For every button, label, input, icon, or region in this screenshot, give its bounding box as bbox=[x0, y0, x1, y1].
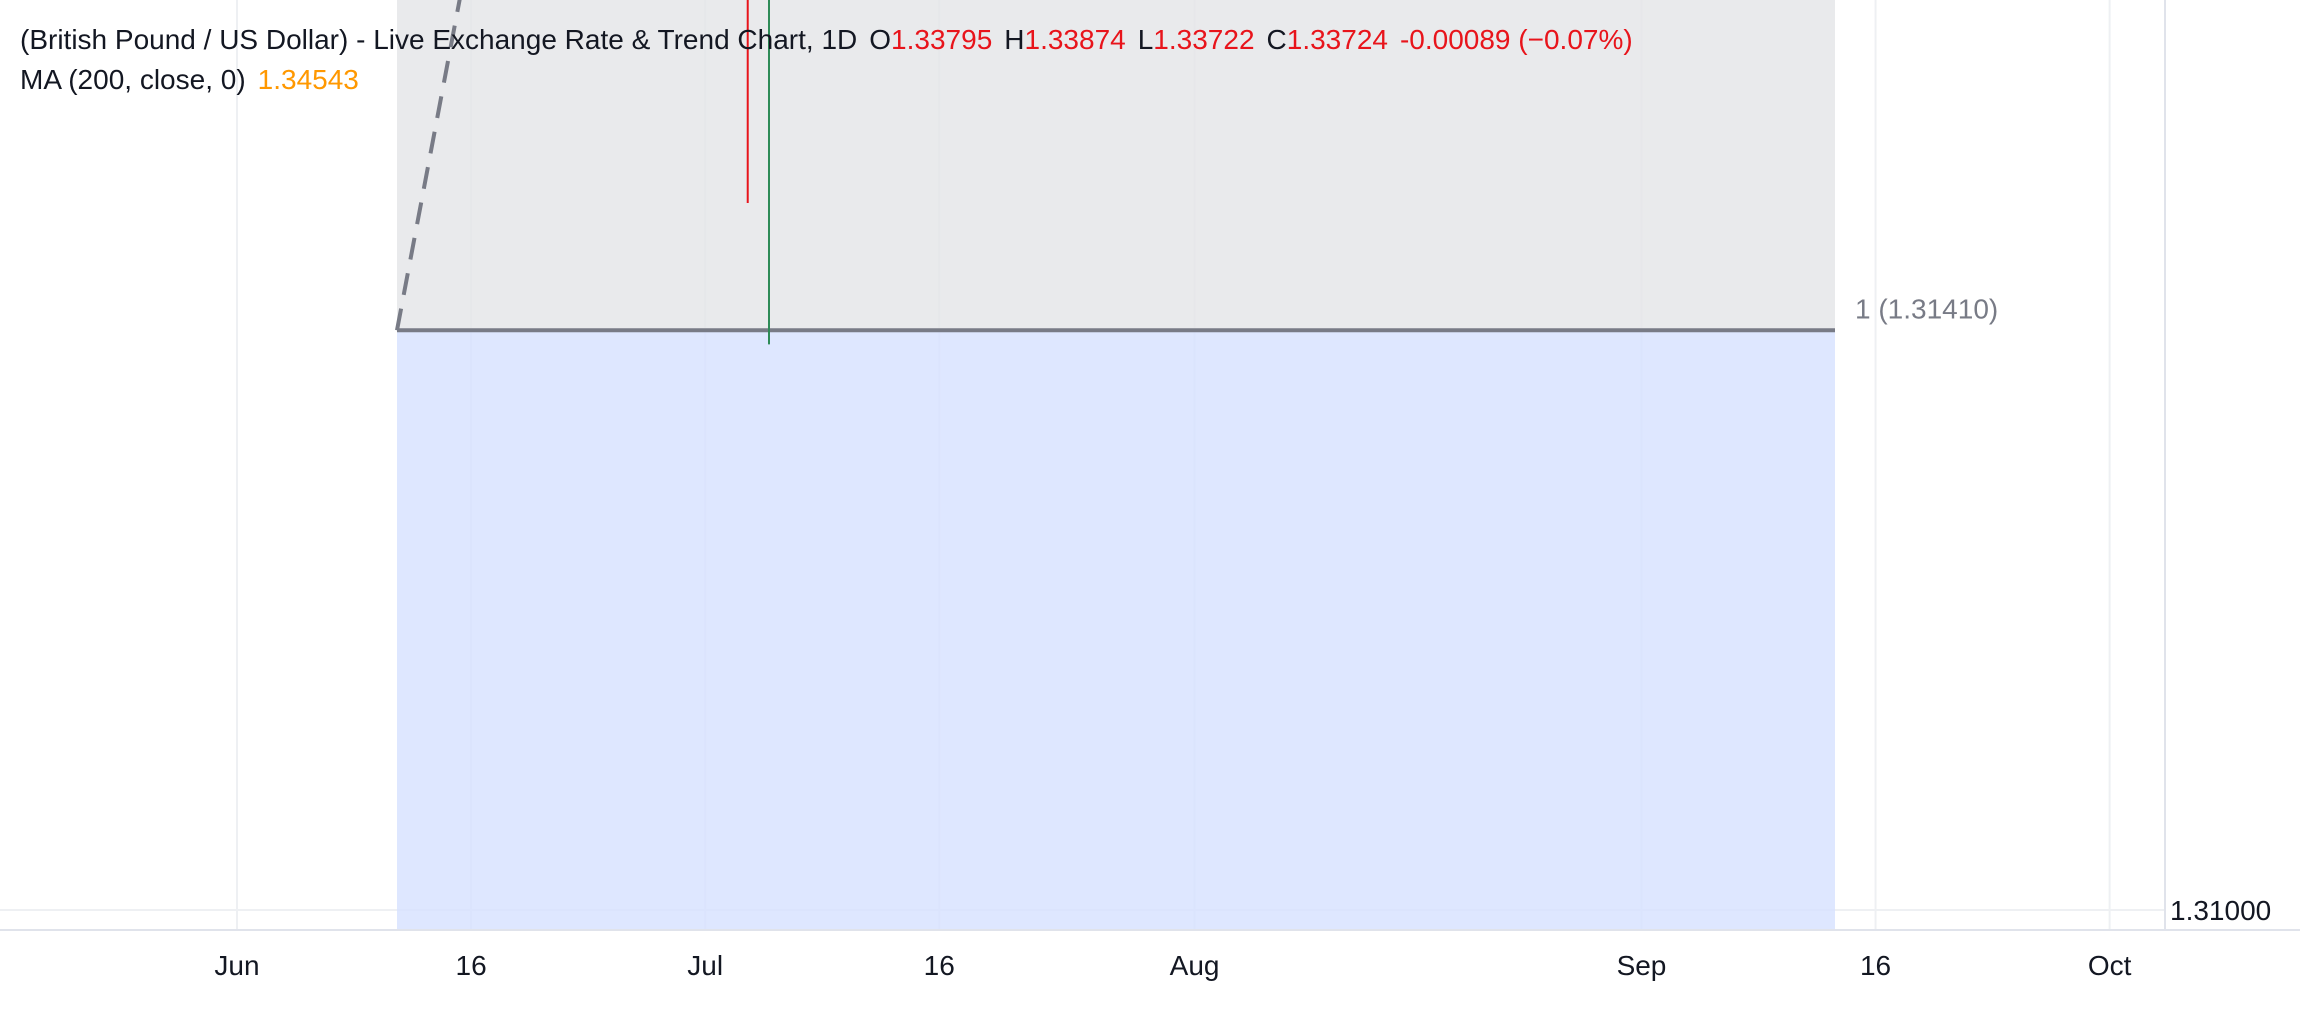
x-tick-label: Jun bbox=[214, 950, 259, 981]
x-tick-label: Oct bbox=[2088, 950, 2132, 981]
close-value: 1.33724 bbox=[1286, 24, 1388, 55]
close-key: C bbox=[1266, 24, 1287, 55]
open-key: O bbox=[869, 24, 892, 55]
x-tick-label: 16 bbox=[924, 950, 955, 981]
fib-level-label: 1 (1.31410) bbox=[1855, 293, 1998, 324]
x-tick-label: Aug bbox=[1170, 950, 1220, 981]
x-tick-label: Sep bbox=[1617, 950, 1667, 981]
fib-zone bbox=[397, 330, 1835, 930]
x-tick-label: Jul bbox=[687, 950, 723, 981]
legend: (British Pound / US Dollar) - Live Excha… bbox=[20, 20, 1633, 100]
axes[interactable]: 1.310001.320001.330001.340001.350001.360… bbox=[0, 0, 2300, 981]
low-key: L bbox=[1137, 24, 1154, 55]
ma-label: MA (200, close, 0) bbox=[20, 64, 246, 95]
change-value: -0.00089 (−0.07%) bbox=[1399, 24, 1633, 55]
high-key: H bbox=[1004, 24, 1025, 55]
candle bbox=[768, 0, 770, 345]
open-value: 1.33795 bbox=[891, 24, 993, 55]
fibonacci-retracement[interactable]: 0 (1.36776)0.236 (1.35510)0.382 (1.34726… bbox=[397, 0, 2053, 930]
high-value: 1.33874 bbox=[1024, 24, 1126, 55]
legend-row-ma: MA (200, close, 0) 1.34543 bbox=[20, 60, 1633, 100]
legend-row-symbol: (British Pound / US Dollar) - Live Excha… bbox=[20, 20, 1633, 60]
chart-title: (British Pound / US Dollar) - Live Excha… bbox=[20, 24, 858, 55]
y-tick-label: 1.31000 bbox=[2170, 895, 2271, 926]
candle bbox=[746, 0, 749, 203]
x-tick-label: 16 bbox=[456, 950, 487, 981]
x-tick-label: 16 bbox=[1860, 950, 1891, 981]
low-value: 1.33722 bbox=[1153, 24, 1255, 55]
candles bbox=[746, 0, 770, 345]
fib-zone bbox=[397, 0, 1835, 331]
ma-value: 1.34543 bbox=[257, 64, 359, 95]
